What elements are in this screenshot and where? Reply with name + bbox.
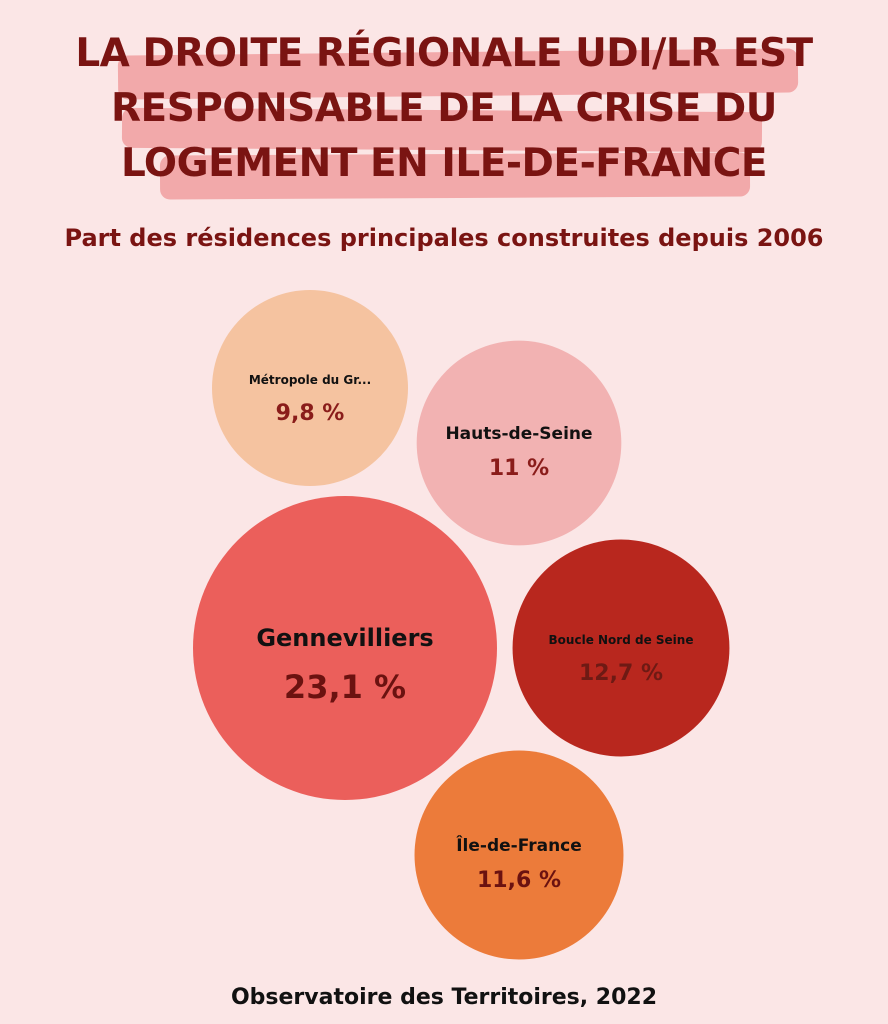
bubble-label-gennevilliers: Gennevilliers xyxy=(256,624,433,652)
bubble-value-hauts-de-seine: 11 % xyxy=(489,456,549,481)
bubble-circle-gennevilliers xyxy=(193,496,497,800)
source-citation: Observatoire des Territoires, 2022 xyxy=(230,985,658,1010)
bubble-circle-metropole-du-gr xyxy=(212,290,408,486)
title-line-2: RESPONSABLE DE LA CRISE DU xyxy=(111,86,777,131)
bubble-gennevilliers: Gennevilliers 23,1 % xyxy=(193,496,497,800)
bubble-label-boucle-nord-de-seine: Boucle Nord de Seine xyxy=(549,633,694,647)
title-line-1: LA DROITE RÉGIONALE UDI/LR EST xyxy=(75,31,813,76)
bubble-circle-hauts-de-seine xyxy=(416,340,622,546)
bubble-value-metropole-du-gr: 9,8 % xyxy=(276,401,345,426)
chart-subtitle: Part des résidences principales construi… xyxy=(64,224,824,252)
bubble-label-metropole-du-gr: Métropole du Gr... xyxy=(249,373,371,387)
bubble-value-ile-de-france: 11,6 % xyxy=(477,868,561,893)
title-block: LA DROITE RÉGIONALE UDI/LR EST RESPONSAB… xyxy=(0,28,888,200)
bubble-hauts-de-seine: Hauts-de-Seine 11 % xyxy=(416,340,622,546)
bubble-value-gennevilliers: 23,1 % xyxy=(284,668,406,706)
bubble-circle-boucle-nord-de-seine xyxy=(512,539,730,757)
bubble-metropole-du-gr: Métropole du Gr... 9,8 % xyxy=(212,290,408,486)
bubble-boucle-nord-de-seine: Boucle Nord de Seine 12,7 % xyxy=(512,539,730,757)
bubble-value-boucle-nord-de-seine: 12,7 % xyxy=(579,661,663,686)
bubble-label-ile-de-france: Île-de-France xyxy=(456,834,582,856)
bubble-label-hauts-de-seine: Hauts-de-Seine xyxy=(445,424,592,444)
bubble-circle-ile-de-france xyxy=(414,750,624,960)
title-line-3: LOGEMENT EN ILE-DE-FRANCE xyxy=(120,141,768,186)
bubble-ile-de-france: Île-de-France 11,6 % xyxy=(414,750,624,960)
